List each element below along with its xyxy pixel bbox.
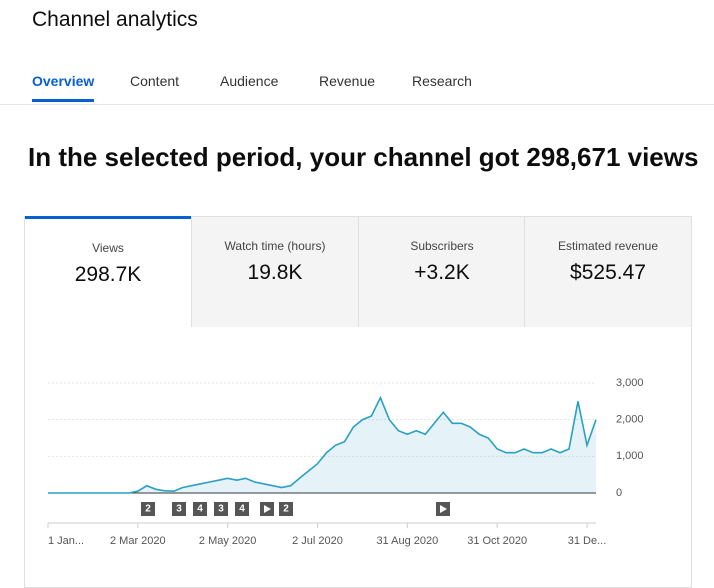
metric[interactable]: Views 298.7K [25, 216, 191, 329]
metric-value: +3.2K [414, 261, 470, 284]
y-tick-label: 0 [616, 487, 622, 499]
tab[interactable]: Audience [220, 73, 279, 89]
x-tick-label: 31 Aug 2020 [376, 535, 438, 547]
metric-value: 19.8K [247, 261, 303, 284]
area [48, 397, 596, 493]
metric-label: Watch time (hours) [224, 239, 326, 253]
metric[interactable]: Watch time (hours) 19.8K [191, 217, 358, 327]
metric-value: 298.7K [74, 263, 142, 286]
x-tick-label: 31 Oct 2020 [467, 535, 527, 547]
x-tick-label: 31 De... [568, 535, 607, 547]
marker-label: 2 [145, 504, 151, 515]
marker[interactable] [279, 502, 293, 516]
metric-label: Views [92, 241, 124, 255]
line [48, 395, 597, 494]
metric-label: Subscribers [410, 239, 474, 253]
marker[interactable] [235, 502, 249, 516]
marker[interactable] [193, 502, 207, 516]
page-title: Channel analytics [32, 8, 198, 31]
x-tick-label: 2 May 2020 [199, 535, 256, 547]
marker-label: 2 [283, 504, 289, 515]
y-tick-label: 3,000 [616, 377, 644, 389]
marker-label: 4 [197, 504, 203, 515]
metric[interactable]: Estimated revenue $525.47 [524, 217, 691, 327]
x-tick-label: 2 Jul 2020 [292, 535, 343, 547]
marker[interactable] [214, 502, 228, 516]
marker-label: 3 [176, 504, 182, 515]
tab[interactable]: Overview [32, 73, 95, 102]
marker[interactable] [141, 502, 155, 516]
tab[interactable]: Content [130, 73, 180, 89]
y-tick-label: 2,000 [616, 414, 644, 426]
marker-label: 4 [239, 504, 245, 515]
tab[interactable]: Revenue [319, 73, 376, 89]
marker[interactable] [172, 502, 186, 516]
metric-label: Estimated revenue [557, 239, 659, 253]
metric[interactable]: Subscribers +3.2K [358, 217, 525, 327]
marker-label: 3 [218, 504, 224, 515]
x-tick-label: 2 Mar 2020 [110, 535, 166, 547]
tabs: Overview Content Audience Revenue Resear… [0, 60, 714, 105]
headline: In the selected period, your channel got… [28, 142, 699, 172]
y-tick-label: 1,000 [616, 450, 644, 462]
tab[interactable]: Research [412, 73, 472, 89]
markers: 2 3 4 3 4 2 [141, 502, 450, 516]
play-icon [264, 505, 271, 513]
x-tick-label: 1 Jan... [48, 535, 84, 547]
metric-value: $525.47 [570, 261, 646, 284]
play-icon [440, 505, 447, 513]
metric-card: Views 298.7K Watch time (hours) 19.8K Subs… [24, 216, 692, 588]
